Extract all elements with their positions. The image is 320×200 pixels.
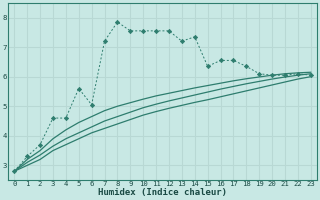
X-axis label: Humidex (Indice chaleur): Humidex (Indice chaleur) xyxy=(98,188,227,197)
